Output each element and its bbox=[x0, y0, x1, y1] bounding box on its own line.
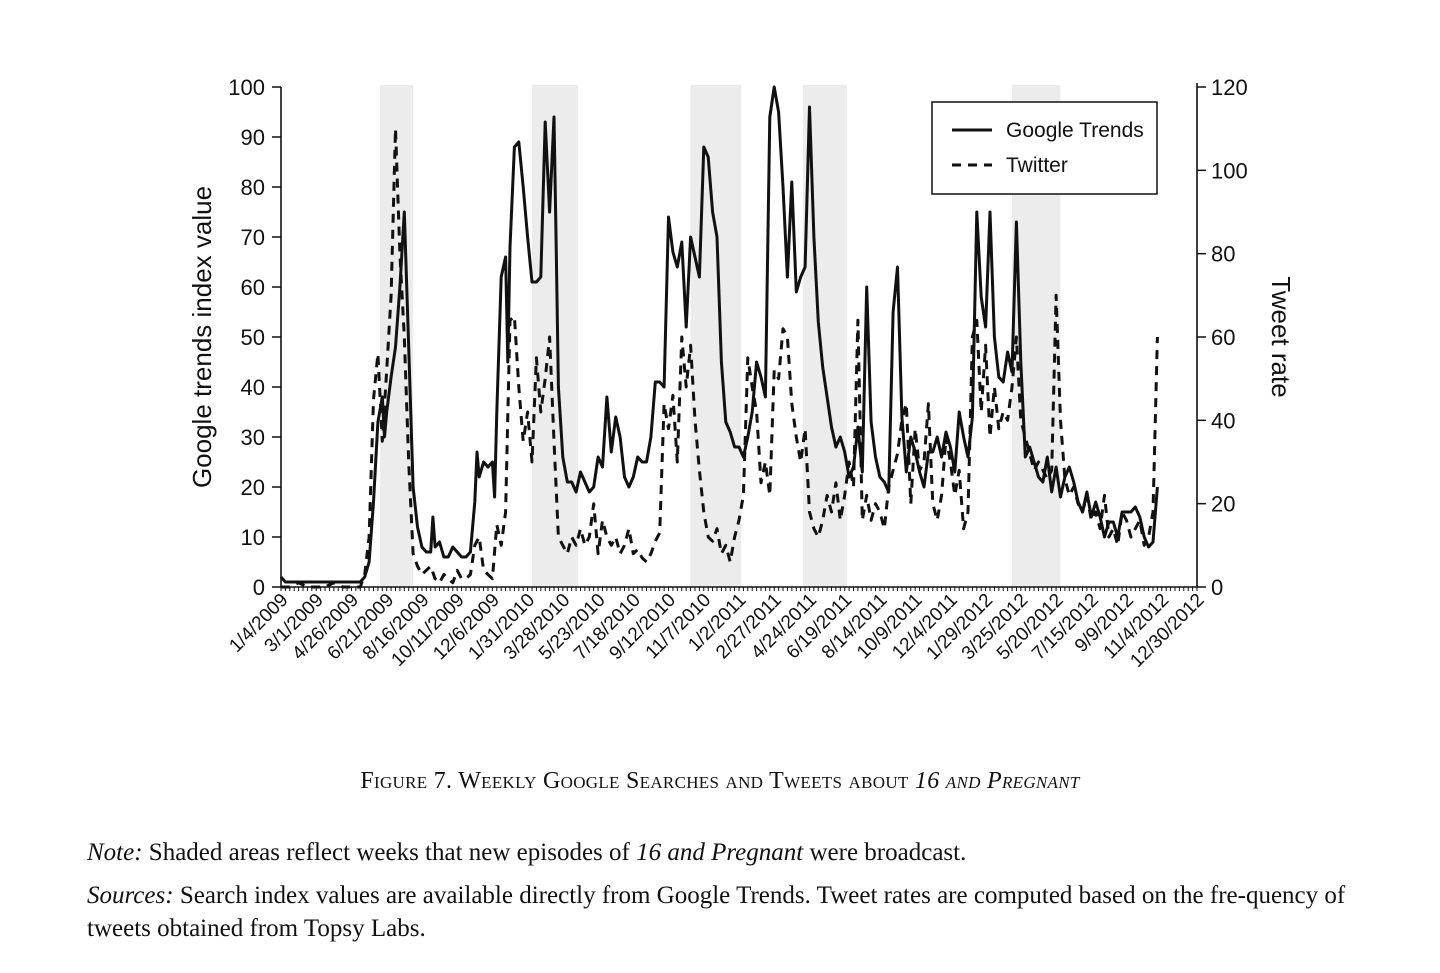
left-y-ticks: 0 10 20 30 40 50 60 70 80 90 100 bbox=[228, 75, 281, 600]
left-y-tick-label-100: 100 bbox=[228, 75, 265, 100]
left-y-tick-label-70: 70 bbox=[241, 225, 265, 250]
left-y-tick-label-90: 90 bbox=[241, 125, 265, 150]
note-label: Note: bbox=[87, 839, 143, 866]
figure-note: Note: Shaded areas reflect weeks that ne… bbox=[87, 836, 1407, 869]
legend: Google Trends Twitter bbox=[931, 101, 1158, 195]
right-y-tick-label-120: 120 bbox=[1211, 75, 1248, 100]
legend-label-google-trends: Google Trends bbox=[1006, 119, 1144, 142]
figure-caption-prefix: Figure 7. Weekly Google Searches and Twe… bbox=[360, 768, 915, 794]
left-y-tick-label-0: 0 bbox=[253, 575, 265, 600]
broadcast-shade-2 bbox=[690, 85, 742, 587]
note-show-title: 16 and Pregnant bbox=[636, 839, 804, 866]
figure-sources: Sources: Search index values are availab… bbox=[87, 879, 1407, 945]
right-y-tick-label-60: 60 bbox=[1211, 325, 1235, 350]
right-y-tick-label-40: 40 bbox=[1211, 408, 1235, 433]
note-text-after: were broadcast. bbox=[803, 839, 967, 866]
legend-label-twitter: Twitter bbox=[1006, 154, 1068, 177]
sources-label: Sources: bbox=[87, 882, 174, 909]
chart: 0 10 20 30 40 50 60 70 80 90 100 0 20 40 60 80 100 120 1… bbox=[187, 75, 1296, 672]
figure-caption: Figure 7. Weekly Google Searches and Twe… bbox=[0, 768, 1440, 795]
note-text-before: Shaded areas reflect weeks that new epis… bbox=[142, 839, 637, 866]
left-y-tick-label-80: 80 bbox=[241, 175, 265, 200]
left-y-tick-label-40: 40 bbox=[241, 375, 265, 400]
series-line-twitter bbox=[281, 127, 1159, 589]
right-y-tick-label-100: 100 bbox=[1211, 158, 1248, 183]
right-y-tick-label-0: 0 bbox=[1211, 575, 1223, 600]
left-y-tick-label-60: 60 bbox=[241, 275, 265, 300]
right-y-axis-title: Tweet rate bbox=[1266, 276, 1296, 397]
sources-text: Search index values are available direct… bbox=[87, 882, 1346, 942]
series-line-google-trends bbox=[279, 85, 1159, 584]
left-y-tick-label-10: 10 bbox=[241, 525, 265, 550]
left-y-tick-label-30: 30 bbox=[241, 425, 265, 450]
left-y-tick-label-20: 20 bbox=[241, 475, 265, 500]
figure-caption-show-title: 16 and Pregnant bbox=[914, 768, 1080, 794]
right-y-tick-label-80: 80 bbox=[1211, 242, 1235, 267]
x-ticks: 1/4/20093/1/20094/26/20096/21/20098/16/2… bbox=[225, 587, 1209, 672]
legend-box bbox=[931, 101, 1158, 195]
left-y-tick-label-50: 50 bbox=[241, 325, 265, 350]
series-lines bbox=[279, 85, 1159, 589]
left-y-axis-title: Google trends index value bbox=[187, 186, 217, 488]
right-y-ticks: 0 20 40 60 80 100 120 bbox=[1197, 75, 1248, 600]
right-y-tick-label-20: 20 bbox=[1211, 492, 1235, 517]
